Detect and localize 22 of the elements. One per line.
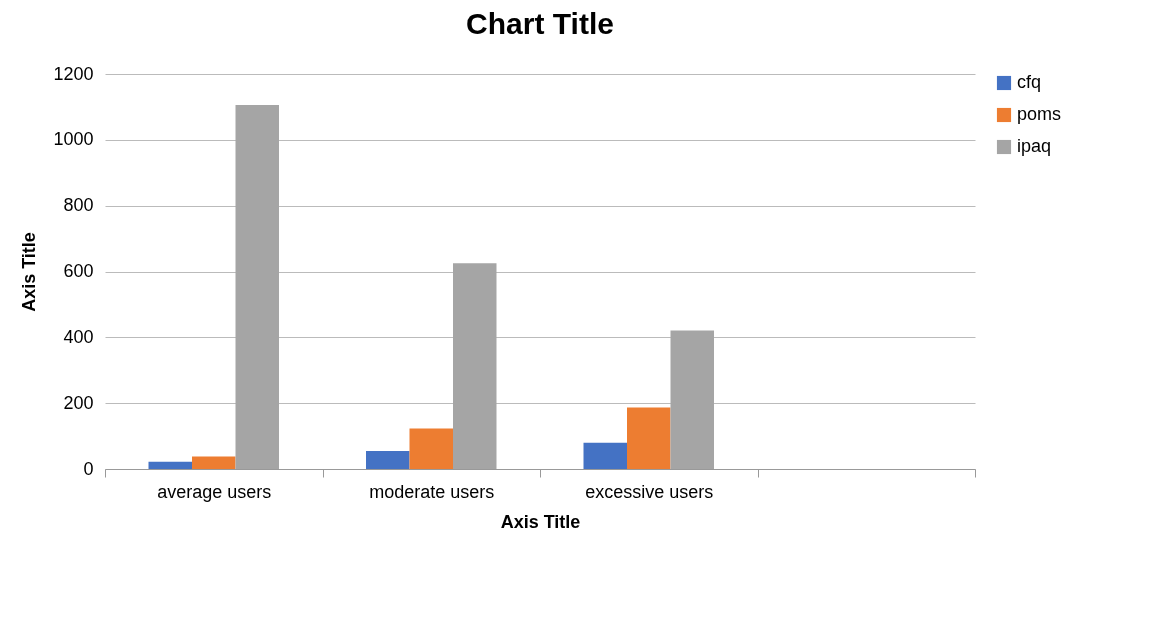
bar xyxy=(409,428,453,469)
legend-label: cfq xyxy=(1017,72,1042,92)
x-axis-title: Axis Title xyxy=(500,511,581,532)
x-tick-label: moderate users xyxy=(369,481,495,502)
bar xyxy=(192,456,236,469)
legend-label: poms xyxy=(1017,104,1062,124)
bar xyxy=(583,442,627,469)
x-tick-label: excessive users xyxy=(585,481,714,502)
bar xyxy=(148,461,192,469)
y-tick-label: 1200 xyxy=(53,63,94,84)
y-tick-label: 800 xyxy=(63,195,94,216)
x-tick-label: average users xyxy=(157,481,272,502)
y-tick-label: 200 xyxy=(63,392,94,413)
y-tick-label: 600 xyxy=(63,261,94,281)
y-tick-label: 400 xyxy=(63,326,94,347)
chart-title: Chart Title xyxy=(466,7,614,40)
bar xyxy=(366,450,410,469)
legend-label: ipaq xyxy=(1017,136,1052,156)
y-tick-label: 1000 xyxy=(53,129,94,150)
bar xyxy=(627,407,671,469)
y-axis-title: Axis Title xyxy=(19,232,40,312)
y-tick-label: 0 xyxy=(83,458,94,479)
